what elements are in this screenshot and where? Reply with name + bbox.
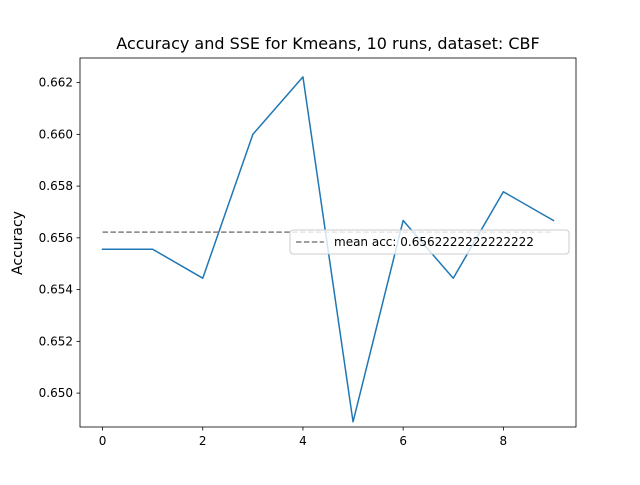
x-tick-label: 8: [500, 434, 508, 448]
y-tick-label: 0.650: [39, 386, 73, 400]
x-tick-label: 2: [199, 434, 207, 448]
y-tick-label: 0.652: [39, 334, 73, 348]
x-tick-label: 4: [299, 434, 307, 448]
y-tick-label: 0.658: [39, 179, 73, 193]
y-axis-label: Accuracy: [10, 211, 26, 275]
x-tick-label: 6: [399, 434, 407, 448]
axes: 0 2 4 6 8 0.650 0.652 0.654 0.656 0.658 0.660 0.662: [39, 57, 577, 448]
chart-title: Accuracy and SSE for Kmeans, 10 runs, da…: [116, 34, 539, 53]
legend: mean acc: 0.6562222222222222: [289, 229, 570, 255]
y-tick-label: 0.654: [39, 283, 73, 297]
legend-label: mean acc: 0.6562222222222222: [334, 235, 534, 249]
y-tick-label: 0.656: [39, 231, 73, 245]
plot-frame: [79, 57, 577, 428]
x-tick-label: 0: [99, 434, 107, 448]
legend-box: [289, 229, 570, 255]
y-tick-label: 0.660: [39, 127, 73, 141]
y-tick-label: 0.662: [39, 76, 73, 90]
